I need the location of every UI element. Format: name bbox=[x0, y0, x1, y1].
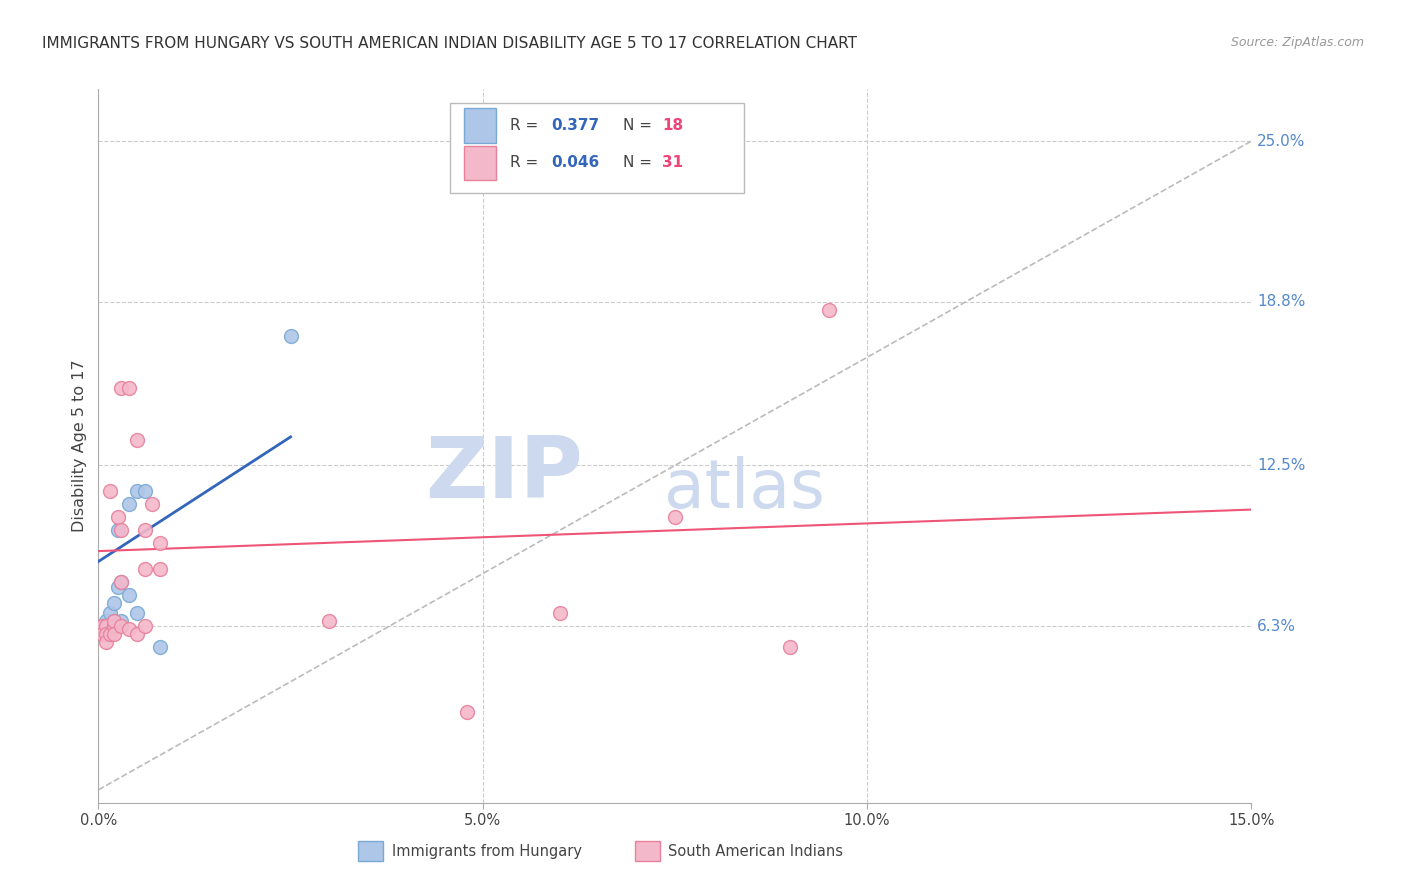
Point bbox=[134, 484, 156, 499]
Point bbox=[110, 524, 132, 538]
Point bbox=[103, 619, 125, 633]
Point bbox=[134, 619, 156, 633]
Bar bbox=[464, 109, 496, 143]
Text: 0.046: 0.046 bbox=[551, 155, 600, 170]
Text: atlas: atlas bbox=[664, 456, 824, 522]
Point bbox=[110, 575, 132, 590]
Text: R =: R = bbox=[510, 118, 543, 133]
Point bbox=[118, 381, 141, 395]
Point bbox=[118, 622, 141, 636]
Point bbox=[91, 619, 114, 633]
Point bbox=[118, 588, 141, 602]
Y-axis label: Disability Age 5 to 17: Disability Age 5 to 17 bbox=[72, 359, 87, 533]
Point bbox=[107, 510, 129, 524]
Text: N =: N = bbox=[623, 118, 657, 133]
Text: South American Indians: South American Indians bbox=[668, 844, 844, 859]
Point bbox=[94, 619, 117, 633]
Point bbox=[94, 627, 117, 641]
Point bbox=[779, 640, 801, 654]
Text: 18.8%: 18.8% bbox=[1257, 294, 1306, 310]
Point bbox=[110, 381, 132, 395]
Point bbox=[94, 614, 117, 628]
Point bbox=[125, 627, 148, 641]
Point bbox=[98, 627, 121, 641]
Point bbox=[125, 607, 148, 621]
Text: 31: 31 bbox=[662, 155, 683, 170]
Point bbox=[103, 614, 125, 628]
Point bbox=[149, 640, 172, 654]
Text: 12.5%: 12.5% bbox=[1257, 458, 1306, 473]
Point bbox=[98, 607, 121, 621]
Point bbox=[149, 536, 172, 550]
Text: R =: R = bbox=[510, 155, 543, 170]
Text: Source: ZipAtlas.com: Source: ZipAtlas.com bbox=[1230, 36, 1364, 49]
Point bbox=[110, 614, 132, 628]
Bar bbox=[634, 841, 659, 862]
Point bbox=[110, 575, 132, 590]
Point bbox=[98, 484, 121, 499]
Point bbox=[125, 484, 148, 499]
Point bbox=[456, 705, 478, 719]
Point bbox=[98, 619, 121, 633]
Point bbox=[134, 524, 156, 538]
Point bbox=[141, 497, 163, 511]
Point bbox=[125, 433, 148, 447]
FancyBboxPatch shape bbox=[450, 103, 744, 193]
Point bbox=[149, 562, 172, 576]
Point bbox=[91, 619, 114, 633]
Point bbox=[318, 614, 340, 628]
Point bbox=[280, 328, 302, 343]
Text: 6.3%: 6.3% bbox=[1257, 619, 1296, 634]
Text: 18: 18 bbox=[662, 118, 683, 133]
Point bbox=[94, 635, 117, 649]
Point bbox=[103, 596, 125, 610]
Text: 0.377: 0.377 bbox=[551, 118, 599, 133]
Point bbox=[107, 524, 129, 538]
Point bbox=[103, 614, 125, 628]
Point bbox=[664, 510, 686, 524]
Text: 25.0%: 25.0% bbox=[1257, 134, 1306, 149]
Point bbox=[118, 497, 141, 511]
Point bbox=[817, 302, 839, 317]
Text: ZIP: ZIP bbox=[425, 433, 582, 516]
Point bbox=[94, 619, 117, 633]
Bar bbox=[464, 145, 496, 180]
Bar bbox=[357, 841, 384, 862]
Point bbox=[134, 562, 156, 576]
Point bbox=[548, 607, 571, 621]
Text: N =: N = bbox=[623, 155, 657, 170]
Text: Immigrants from Hungary: Immigrants from Hungary bbox=[392, 844, 582, 859]
Point bbox=[91, 627, 114, 641]
Point bbox=[103, 627, 125, 641]
Point bbox=[110, 619, 132, 633]
Point bbox=[107, 581, 129, 595]
Text: IMMIGRANTS FROM HUNGARY VS SOUTH AMERICAN INDIAN DISABILITY AGE 5 TO 17 CORRELAT: IMMIGRANTS FROM HUNGARY VS SOUTH AMERICA… bbox=[42, 36, 858, 51]
